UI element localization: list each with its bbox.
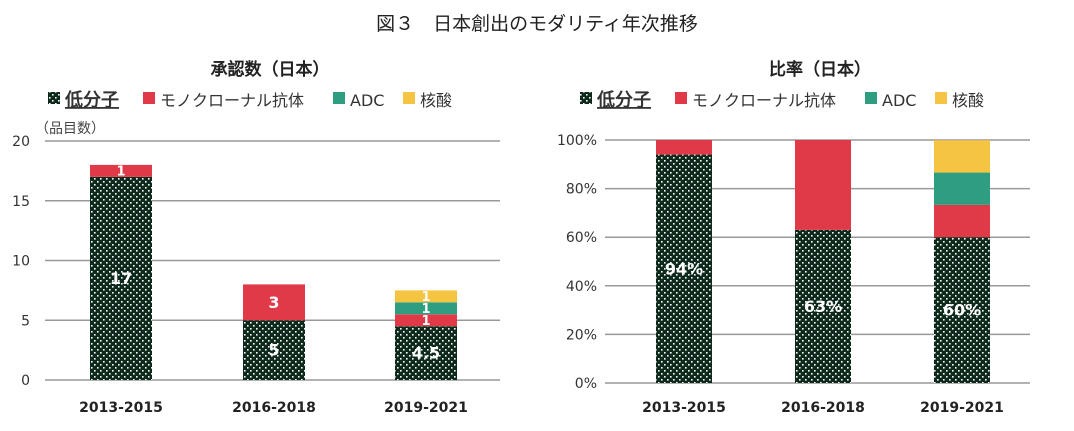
legend-label: 核酸 [952,91,984,110]
legend-swatch [580,92,592,104]
y-tick-label: 15 [12,194,30,210]
legend-swatch [865,92,877,104]
y-tick-label: 100% [557,133,597,149]
y-tick-label: 40% [566,279,597,295]
bar-segment [395,290,457,303]
legend-swatch [48,92,60,104]
y-tick-label: 20% [566,327,597,343]
bar-segment [395,326,457,380]
y-tick-label: 0% [575,376,597,392]
bar-segment [243,320,305,380]
bar-segment [934,140,990,173]
y-tick-label: 80% [566,182,597,198]
legend-swatch [333,92,345,104]
data-label: 5 [268,341,279,360]
x-tick-label: 2016-2018 [781,400,865,416]
legend-label: 低分子 [64,89,119,111]
data-label: 1 [421,314,430,329]
bar-segment [90,164,152,177]
y-tick-label: 10 [12,254,30,270]
data-label: 1 [421,302,430,317]
bar-segment [395,314,457,327]
data-label: 94% [665,259,703,278]
data-label: 1 [116,164,125,179]
bar-segment [656,140,712,155]
legend-label: モノクローナル抗体 [160,91,304,110]
legend-label: 低分子 [596,89,651,111]
bar-segment [934,204,990,238]
y-tick-label: 0 [21,373,30,389]
data-label: 4.5 [412,344,440,363]
legend-swatch [935,92,947,104]
bar-segment [795,229,851,383]
data-label: 63% [804,297,842,316]
chart-title: 承認数（日本） [211,59,330,80]
legend-label: モノクローナル抗体 [692,91,836,110]
bar-segment [90,176,152,380]
bar-segment [795,140,851,230]
legend-label: 核酸 [420,91,452,110]
legend-swatch [143,92,155,104]
data-label: 3 [268,293,279,312]
bar-segment [243,284,305,321]
y-axis-label: （品目数） [35,121,105,137]
bar-segment [934,172,990,205]
legend-swatch [675,92,687,104]
y-tick-label: 5 [21,313,30,329]
x-tick-label: 2019-2021 [384,400,468,416]
x-tick-label: 2013-2015 [79,400,163,416]
y-tick-label: 60% [566,230,597,246]
data-label: 1 [421,290,430,305]
bar-segment [395,302,457,315]
chart-title: 比率（日本） [769,59,871,80]
data-label: 17 [110,269,132,288]
x-tick-label: 2016-2018 [232,400,316,416]
legend-label: ADC [350,91,384,110]
bar-segment [656,154,712,383]
x-tick-label: 2013-2015 [642,400,726,416]
bar-segment [934,237,990,383]
legend-swatch [403,92,415,104]
figure-title: 図３ 日本創出のモダリティ年次推移 [376,13,698,35]
legend-label: ADC [882,91,916,110]
data-label: 60% [943,301,981,320]
x-tick-label: 2019-2021 [920,400,1004,416]
y-tick-label: 20 [12,134,30,150]
